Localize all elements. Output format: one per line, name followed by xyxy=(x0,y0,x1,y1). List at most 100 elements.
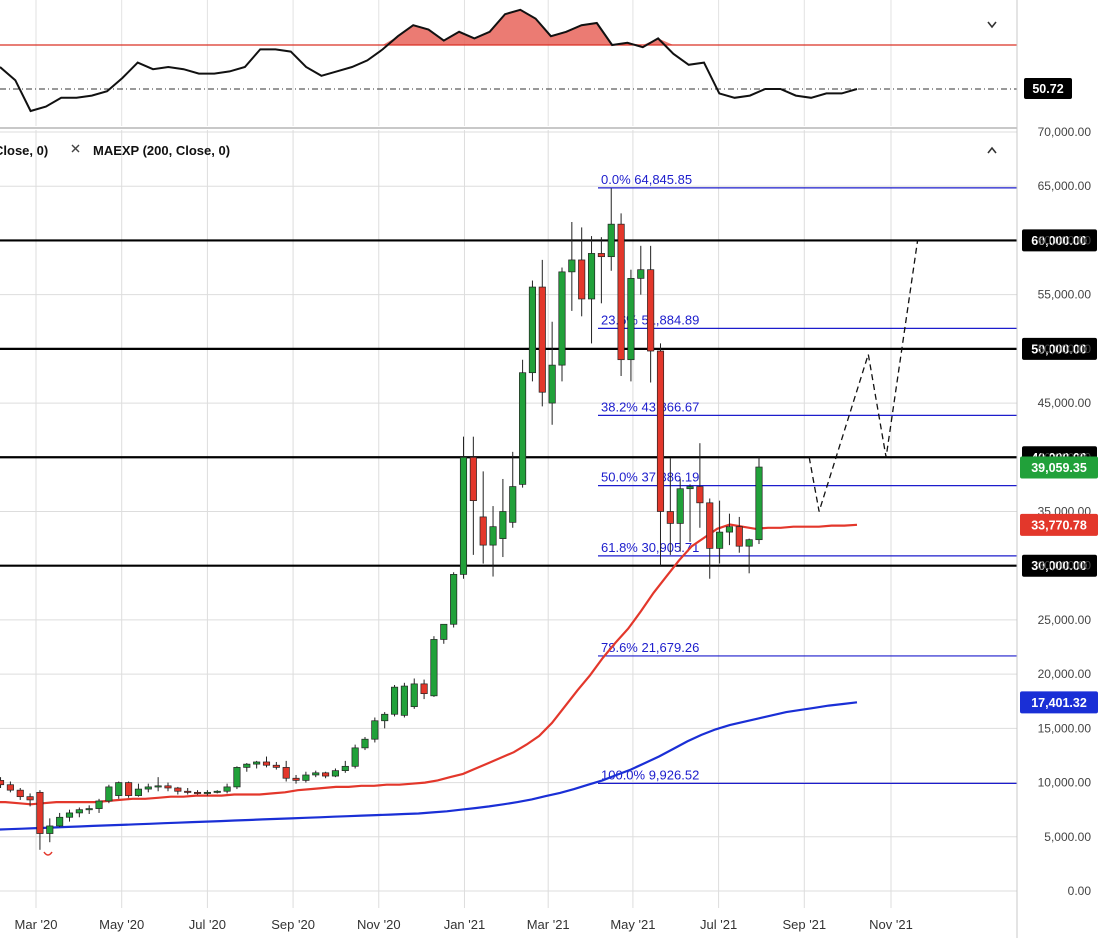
x-tick-label: Nov '20 xyxy=(357,917,401,932)
y-tick-label: 60,000.00 xyxy=(1038,233,1092,247)
legend-prefix: Close, 0) xyxy=(0,143,48,158)
candle xyxy=(233,767,241,788)
candle xyxy=(302,774,310,781)
y-tick-label: 30,000.00 xyxy=(1038,559,1092,573)
y-tick-label: 25,000.00 xyxy=(1038,613,1092,627)
oscillator-value: 50.72 xyxy=(1032,82,1063,96)
candle xyxy=(410,683,418,708)
ema-blue-line xyxy=(0,701,858,831)
y-tick-label: 65,000.00 xyxy=(1038,179,1092,193)
candle xyxy=(115,782,123,796)
y-tick-label: 15,000.00 xyxy=(1038,721,1092,735)
candle xyxy=(666,511,674,524)
chevron-up-icon[interactable] xyxy=(980,138,1004,162)
x-tick-label: Jul '21 xyxy=(700,917,737,932)
price-badge-label: 33,770.78 xyxy=(1031,518,1087,532)
candle xyxy=(65,812,74,818)
fib-label: 61.8% 30,905.71 xyxy=(601,540,699,555)
candle xyxy=(193,791,202,794)
candle xyxy=(292,777,300,781)
candle xyxy=(125,782,133,796)
candle xyxy=(243,763,251,768)
x-tick-label: Mar '21 xyxy=(527,917,570,932)
candle xyxy=(469,456,477,502)
y-tick-label: 0.00 xyxy=(1068,884,1092,898)
candle xyxy=(390,686,399,715)
candle xyxy=(450,574,458,625)
legend-label: MAEXP (200, Close, 0) xyxy=(93,143,230,158)
candle xyxy=(262,761,271,766)
close-icon[interactable] xyxy=(71,144,80,153)
candle xyxy=(164,785,172,789)
candle xyxy=(568,259,576,273)
price-badge-label: 17,401.32 xyxy=(1031,696,1087,710)
candle xyxy=(528,286,536,374)
candle xyxy=(213,790,221,793)
candle xyxy=(578,259,586,300)
candle xyxy=(272,764,280,768)
candle xyxy=(253,761,261,765)
level-badge-label: 30,000.00 xyxy=(1031,559,1087,573)
candle xyxy=(56,816,64,827)
candle xyxy=(706,502,714,549)
candle xyxy=(75,809,83,814)
price-grid xyxy=(0,130,1017,908)
candle xyxy=(282,767,290,779)
candle xyxy=(647,269,655,352)
candle xyxy=(686,486,694,490)
candle xyxy=(36,791,44,834)
fib-label: 50.0% 37,386.19 xyxy=(601,470,699,485)
x-tick-label: Jan '21 xyxy=(444,917,486,932)
candle xyxy=(331,770,339,777)
price-badge-2 xyxy=(1020,691,1098,714)
candle xyxy=(597,253,605,258)
low-marker xyxy=(43,851,53,856)
candle xyxy=(312,772,320,776)
legend: Close, 0) MAEXP (200, Close, 0) xyxy=(0,143,230,158)
candle xyxy=(716,531,724,549)
candle xyxy=(755,466,763,541)
candle xyxy=(0,780,5,786)
candle xyxy=(85,808,93,811)
oscillator-overbought-fill xyxy=(0,9,857,46)
fib-label: 0.0% 64,845.85 xyxy=(601,172,692,187)
candle xyxy=(430,639,438,697)
candle xyxy=(489,526,497,546)
candle xyxy=(696,486,704,504)
price-badge-1 xyxy=(1020,513,1098,536)
candle xyxy=(587,253,596,300)
x-tick-label: May '20 xyxy=(99,917,144,932)
x-tick-label: May '21 xyxy=(610,917,655,932)
candle xyxy=(351,747,359,767)
candle xyxy=(637,269,645,279)
oscillator-value-badge: 50.72 xyxy=(1024,78,1072,99)
projection-path xyxy=(808,240,919,512)
candle xyxy=(519,372,527,485)
candle xyxy=(676,488,684,524)
candle xyxy=(26,796,34,801)
chevron-down-icon[interactable] xyxy=(980,14,1004,38)
candle xyxy=(105,786,113,802)
candle xyxy=(548,364,556,404)
candle xyxy=(745,539,753,547)
y-tick-label: 10,000.00 xyxy=(1038,776,1092,790)
y-tick-label: 45,000.00 xyxy=(1038,396,1092,410)
candle xyxy=(322,772,330,777)
price-badges: 39,059.35 33,770.78 17,401.32 xyxy=(1020,456,1098,714)
candle xyxy=(509,486,517,523)
candle xyxy=(361,738,369,749)
y-tick-label: 20,000.00 xyxy=(1038,667,1092,681)
candle xyxy=(184,790,192,793)
candle xyxy=(420,683,428,695)
candle xyxy=(656,350,665,512)
x-axis: Mar '20 May '20 Jul '20 Sep '20 Nov '20 Jan '… xyxy=(15,917,913,932)
candle xyxy=(95,800,103,809)
candle xyxy=(203,791,211,794)
oscillator-panel: 50.72 xyxy=(0,0,1072,126)
candle xyxy=(627,278,635,361)
candle xyxy=(144,786,152,790)
oscillator-grid xyxy=(35,0,892,126)
